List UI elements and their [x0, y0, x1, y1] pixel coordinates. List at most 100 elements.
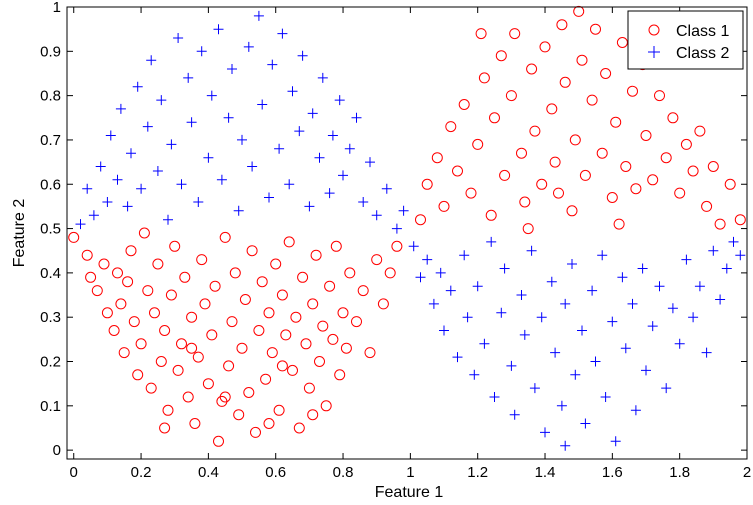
y-tick-label-5: 0.5 — [40, 221, 61, 238]
point-class1-74 — [340, 342, 352, 354]
point-class1-126 — [616, 37, 628, 48]
point-class1-62 — [300, 338, 312, 350]
point-class2-107 — [661, 383, 672, 394]
point-class1-96 — [458, 99, 470, 110]
point-class1-95 — [452, 165, 463, 177]
x-tick-label-9: 1.8 — [669, 464, 690, 481]
point-class1-15 — [142, 285, 154, 297]
point-class2-28 — [223, 112, 234, 123]
point-class1-89 — [276, 360, 288, 372]
point-class1-147 — [475, 28, 487, 40]
point-class2-40 — [284, 179, 295, 190]
point-class2-112 — [694, 281, 705, 292]
point-class1-92 — [431, 152, 443, 164]
point-class2-51 — [338, 170, 348, 181]
point-class2-42 — [294, 126, 305, 137]
point-class1-141 — [707, 161, 719, 172]
point-class1-111 — [539, 41, 551, 53]
point-class2-115 — [715, 294, 726, 305]
point-class2-79 — [516, 290, 527, 300]
point-class1-52 — [266, 347, 278, 359]
point-class1-122 — [596, 147, 608, 159]
y-tick-label-8: 0.8 — [40, 88, 61, 105]
point-class2-57 — [381, 183, 392, 194]
legend-class1-marker — [648, 24, 660, 36]
point-class2-29 — [227, 64, 237, 74]
point-class1-88 — [219, 391, 231, 403]
point-class1-103 — [499, 169, 511, 181]
point-class2-10 — [132, 81, 143, 92]
point-class2-32 — [243, 41, 254, 52]
point-class2-111 — [688, 312, 699, 323]
point-class2-2 — [88, 210, 99, 221]
point-class1-59 — [290, 311, 302, 323]
point-class1-60 — [293, 422, 305, 434]
point-class1-108 — [526, 63, 538, 75]
point-class2-35 — [257, 99, 268, 110]
point-class1-17 — [149, 307, 160, 319]
point-class2-27 — [216, 174, 227, 185]
point-class2-88 — [560, 298, 571, 309]
point-class2-90 — [570, 369, 581, 380]
point-class1-127 — [620, 161, 632, 172]
point-class1-12 — [132, 369, 144, 381]
point-class1-14 — [138, 227, 150, 239]
point-class1-145 — [522, 223, 534, 235]
point-class2-73 — [486, 236, 497, 247]
legend: Class 1 Class 2 — [627, 10, 744, 70]
point-class2-77 — [506, 360, 517, 371]
point-class1-57 — [283, 236, 295, 248]
point-class2-47 — [317, 72, 328, 83]
point-class2-69 — [462, 312, 473, 323]
point-class1-124 — [606, 192, 618, 203]
point-class2-66 — [445, 285, 456, 296]
point-class2-37 — [267, 59, 278, 70]
point-class1-20 — [159, 325, 171, 336]
point-class2-63 — [428, 298, 439, 309]
point-class1-72 — [334, 369, 346, 381]
point-class2-65 — [439, 325, 449, 336]
point-class1-9 — [122, 276, 134, 288]
point-class2-31 — [237, 134, 247, 145]
point-class1-101 — [489, 112, 500, 124]
point-class2-85 — [546, 276, 557, 287]
legend-class2-marker — [648, 46, 660, 58]
legend-class1-label: Class 1 — [676, 23, 729, 40]
point-class1-11 — [128, 316, 140, 328]
point-class2-113 — [701, 347, 712, 358]
point-class2-12 — [142, 121, 153, 132]
point-class1-136 — [674, 187, 686, 199]
point-class2-97 — [607, 316, 618, 327]
point-class2-72 — [479, 338, 490, 349]
point-class1-76 — [351, 316, 362, 328]
point-class1-36 — [213, 435, 224, 447]
x-tick-label-10: 2 — [743, 464, 751, 481]
point-class1-77 — [357, 285, 369, 297]
point-class1-87 — [186, 342, 198, 354]
point-class1-50 — [260, 373, 272, 385]
point-class2-117 — [728, 236, 739, 247]
point-class1-98 — [472, 138, 484, 150]
point-class2-4 — [102, 197, 113, 207]
point-class1-84 — [159, 422, 171, 434]
point-class1-33 — [202, 378, 214, 390]
point-class2-106 — [654, 281, 665, 292]
point-class1-44 — [239, 294, 251, 305]
point-class2-62 — [422, 254, 433, 265]
point-class2-59 — [398, 205, 409, 216]
point-class1-25 — [176, 338, 187, 350]
point-class1-69 — [324, 280, 336, 292]
point-class2-39 — [277, 28, 288, 39]
point-class2-46 — [314, 152, 325, 163]
y-tick-label-7: 0.7 — [40, 132, 61, 149]
point-class1-102 — [495, 50, 507, 62]
point-class2-53 — [351, 112, 362, 123]
plot-frame — [66, 6, 748, 460]
y-tick-label-2: 0.2 — [40, 354, 61, 371]
point-class1-83 — [112, 267, 123, 279]
point-class1-115 — [559, 76, 571, 88]
point-class1-38 — [219, 231, 231, 243]
point-class1-56 — [280, 329, 292, 341]
point-class1-30 — [192, 351, 204, 363]
